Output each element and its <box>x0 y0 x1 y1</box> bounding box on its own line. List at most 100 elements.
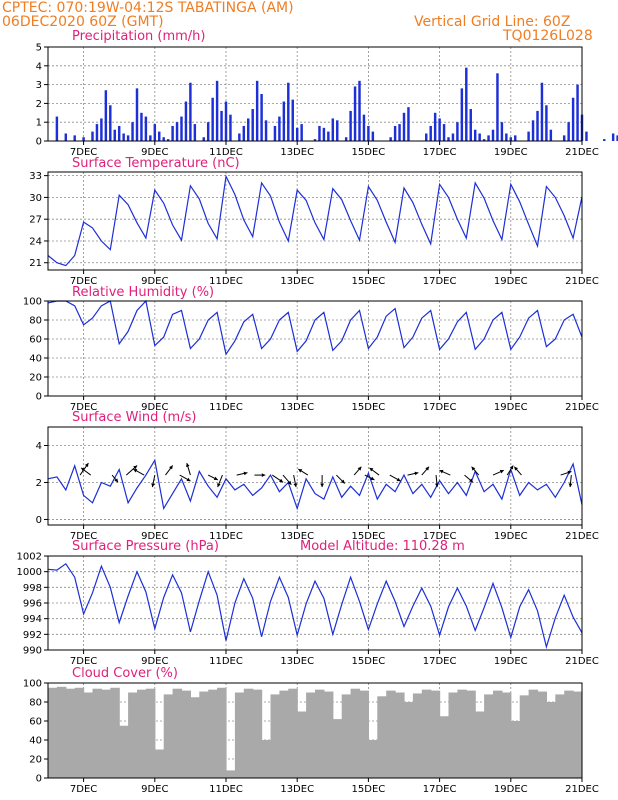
precip-bar <box>300 124 303 141</box>
precip-bar <box>238 133 241 141</box>
x-tick-label: 7DEC <box>70 147 97 158</box>
y-tick-label: 996 <box>23 599 42 610</box>
precip-bar <box>469 109 472 141</box>
precip-bar <box>536 110 539 141</box>
precip-bar <box>109 105 112 141</box>
x-tick-label: 21DEC <box>565 784 599 795</box>
y-tick-label: 992 <box>23 630 42 641</box>
wind-arrow-head <box>469 478 473 483</box>
precip-bar <box>313 139 317 141</box>
cloud-cover-bar <box>404 702 414 778</box>
x-tick-label: 15DEC <box>352 147 386 158</box>
cloud-cover-bar <box>252 689 263 778</box>
y-tick-label: 40 <box>29 736 42 747</box>
wind-panel: 0 2 4 7DEC 9DEC 11DEC 13DEC 15DEC 17DEC 19DEC 21DE… <box>36 410 599 542</box>
precip-bar <box>402 112 406 141</box>
cloud-cover-bar <box>537 691 547 778</box>
precip-bar <box>224 101 228 141</box>
x-tick-label: 15DEC <box>352 784 386 795</box>
x-tick-label: 21DEC <box>565 276 599 287</box>
cloud-cover-bar <box>172 688 183 778</box>
precip-bar <box>425 133 428 141</box>
precip-bar <box>126 135 130 141</box>
precip-bar <box>211 97 214 141</box>
precip-bar <box>389 137 392 141</box>
y-tick-label: 1000 <box>17 567 42 578</box>
wind-arrow-head <box>499 469 504 474</box>
precip-bar <box>189 82 192 141</box>
x-tick-label: 17DEC <box>423 402 457 413</box>
precip-bar <box>144 116 148 141</box>
cloud-title: Cloud Cover (%) <box>72 666 178 681</box>
wind-arrow-head <box>414 471 419 476</box>
cloud-cover-bar <box>65 688 76 778</box>
precip-bar <box>371 131 375 141</box>
y-tick-label: 30 <box>29 193 42 204</box>
precip-bar <box>184 101 188 141</box>
x-tick-label: 17DEC <box>423 784 457 795</box>
wind-arrow-head <box>435 483 439 488</box>
cloud-cover-bar <box>484 694 494 778</box>
x-tick-label: 13DEC <box>280 402 314 413</box>
precip-bar <box>215 80 219 141</box>
cloud-cover-bar <box>510 721 521 778</box>
precip-bar <box>585 131 588 141</box>
x-tick-label: 11DEC <box>209 531 243 542</box>
precip-bar <box>100 118 103 141</box>
precip-bar <box>460 88 464 141</box>
cloud-cover-bar <box>377 696 387 778</box>
precip-bar <box>442 124 446 141</box>
x-tick-label: 7DEC <box>70 276 97 287</box>
x-tick-label: 17DEC <box>423 276 457 287</box>
cloud-cover-bar <box>101 689 111 778</box>
x-tick-label: 13DEC <box>280 276 314 287</box>
cloud-cover-bar <box>448 692 458 778</box>
cloud-cover-bar <box>119 725 129 778</box>
precip-bar <box>540 82 544 141</box>
wind-arrow-head <box>396 477 401 482</box>
precip-bar <box>166 139 170 141</box>
cloud-cover-bar <box>137 689 147 778</box>
precip-bar <box>491 129 495 141</box>
wind-arrow-head <box>293 483 298 488</box>
wind-arrow-head <box>471 466 476 471</box>
precip-bar <box>91 131 94 141</box>
precip-bar <box>122 133 125 141</box>
precip-bar <box>140 112 143 141</box>
cloud-cover-bar <box>74 687 85 778</box>
precip-bar <box>549 129 553 141</box>
cloud-cover-bar <box>555 694 565 778</box>
cloud-cover-bar <box>395 692 405 778</box>
precip-bar <box>473 129 477 141</box>
cloud-cover-bar <box>56 686 67 778</box>
precip-bar <box>496 73 499 141</box>
wind-arrow-head <box>298 469 303 473</box>
cloud-cover-bar <box>110 687 120 778</box>
cloud-cover-bar <box>341 694 352 778</box>
x-tick-label: 19DEC <box>494 276 528 287</box>
precip-bar <box>278 116 281 141</box>
cloud-cover-bar <box>48 687 58 778</box>
precip-bar <box>576 84 579 141</box>
x-tick-label: 19DEC <box>494 402 528 413</box>
temp-frame <box>47 171 583 271</box>
precip-bar <box>175 122 179 141</box>
y-tick-label: 1 <box>36 118 42 129</box>
precip-bar <box>260 94 263 141</box>
x-tick-label: 9DEC <box>141 656 168 667</box>
x-tick-label: 13DEC <box>280 531 314 542</box>
temp-series-line <box>47 174 583 267</box>
rh-panel: 0 20 40 60 80 100 7DEC 9DEC 11DEC 13DEC 15DEC 17DEC… <box>23 285 599 413</box>
precip-bar <box>505 133 508 141</box>
cloud-cover-bar <box>386 690 396 778</box>
cloud-cover-bar <box>270 694 280 778</box>
wind-arrow-head <box>509 465 514 470</box>
y-tick-label: 0 <box>36 392 42 403</box>
precip-bar <box>451 133 455 141</box>
precip-bar <box>117 125 121 141</box>
cloud-cover-bar <box>475 711 485 778</box>
y-tick-label: 5 <box>36 43 42 54</box>
cloud-cover-bar <box>163 694 174 778</box>
x-tick-label: 21DEC <box>565 531 599 542</box>
wind-arrow-head <box>133 469 138 473</box>
